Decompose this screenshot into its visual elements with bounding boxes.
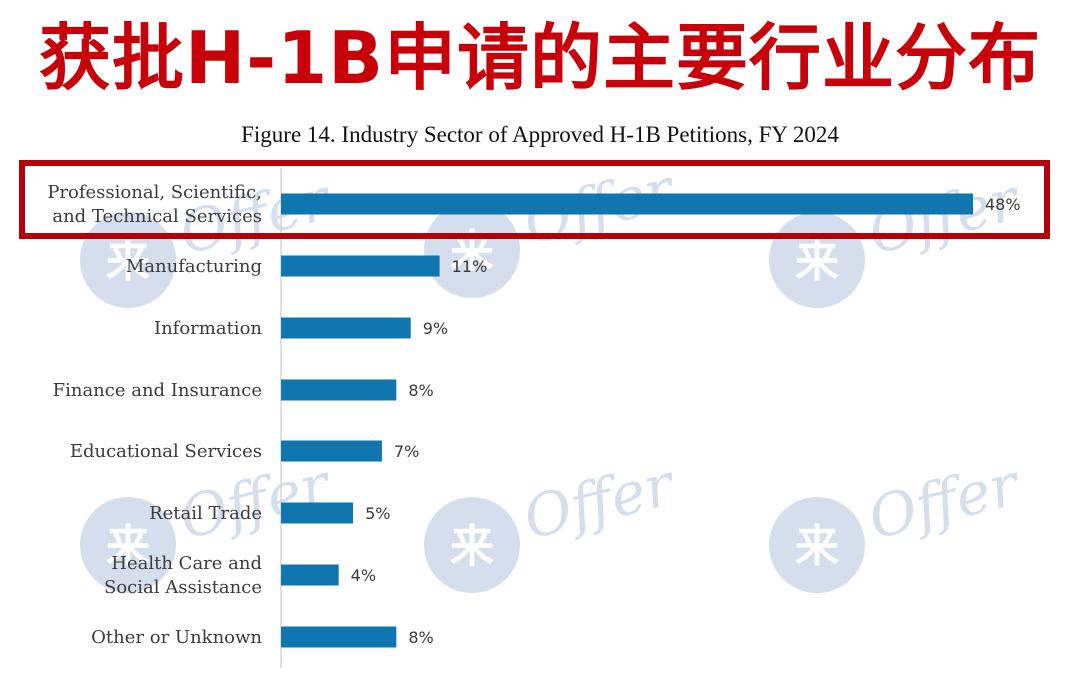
value-label: 7% [394, 442, 419, 461]
value-label: 48% [985, 195, 1021, 214]
watermark-circle [769, 497, 865, 593]
bar [281, 379, 397, 401]
bar [281, 564, 339, 586]
watermark: 来 Offer [424, 449, 683, 593]
value-label: 8% [408, 628, 433, 647]
watermark-mark: 来 [795, 521, 839, 572]
watermark-mark: 来 [106, 521, 150, 572]
category-label: Finance and Insurance [53, 380, 262, 401]
watermark-word: Offer [173, 449, 339, 552]
watermark-word: Offer [862, 449, 1028, 552]
bar [281, 440, 382, 462]
category-label: Information [154, 318, 262, 339]
value-label: 11% [452, 257, 488, 276]
watermark-mark: 来 [450, 521, 494, 572]
watermark: 来 Offer [769, 449, 1028, 593]
category-label: Health Care and Social Assistance [104, 553, 262, 598]
headline-title: 获批H-1B申请的主要行业分布 [38, 16, 1042, 100]
bars-layer: 48% Professional, Scientific, and Technica… [47, 182, 1020, 648]
watermark-word: Offer [862, 164, 1028, 267]
figure-title: Figure 14. Industry Sector of Approved H… [241, 122, 839, 147]
watermark-circle [80, 497, 176, 593]
watermark-mark: 来 [106, 236, 150, 287]
watermark-mark: 来 [795, 236, 839, 287]
value-label: 8% [408, 381, 433, 400]
value-label: 9% [423, 319, 448, 338]
category-label: Other or Unknown [91, 627, 262, 648]
watermark-word: Offer [517, 449, 683, 552]
bar [281, 255, 440, 277]
value-label: 5% [365, 504, 390, 523]
category-label: Retail Trade [149, 503, 262, 524]
watermark-circle [424, 497, 520, 593]
bar [281, 502, 354, 524]
bar [281, 317, 411, 339]
highlight-box [19, 160, 1050, 239]
watermark-circle [424, 202, 520, 298]
category-label: Manufacturing [126, 256, 262, 277]
category-label: Educational Services [70, 441, 262, 462]
bar [281, 193, 973, 215]
bar [281, 626, 397, 648]
value-label: 4% [351, 566, 376, 585]
category-label: Professional, Scientific, and Technical S… [47, 182, 262, 227]
